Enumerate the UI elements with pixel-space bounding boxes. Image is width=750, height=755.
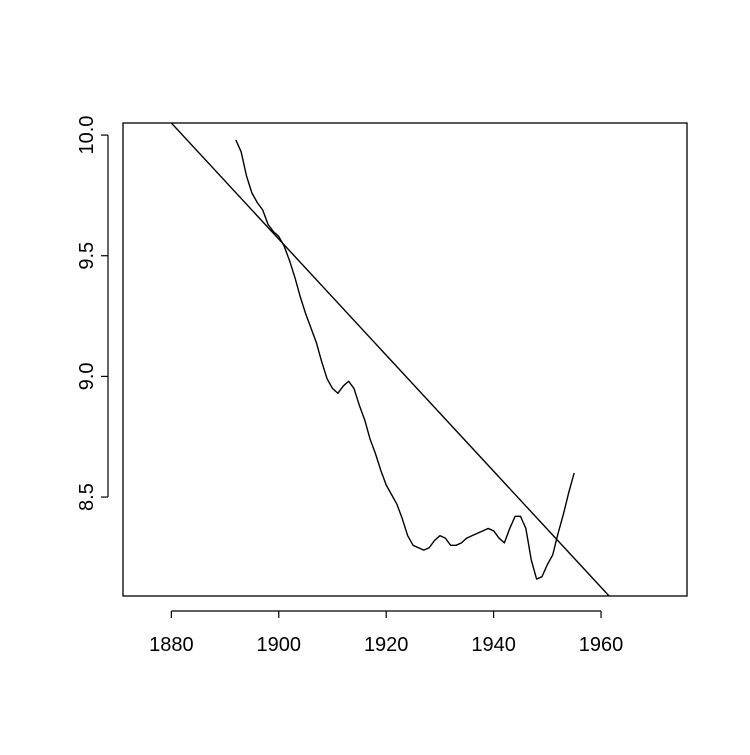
x-tick-label: 1920 [364, 634, 409, 656]
y-tick-label: 8.5 [76, 483, 98, 511]
x-tick-label: 1960 [579, 634, 624, 656]
x-tick-label: 1900 [257, 634, 302, 656]
x-tick-label: 1940 [471, 634, 516, 656]
data-series-line [235, 139, 575, 580]
y-tick-label: 10.0 [76, 116, 98, 155]
trend-line [170, 123, 610, 596]
plot-frame [122, 122, 688, 597]
x-tick-label: 1880 [149, 634, 194, 656]
y-tick-label: 9.0 [76, 362, 98, 390]
y-tick-label: 9.5 [76, 242, 98, 270]
